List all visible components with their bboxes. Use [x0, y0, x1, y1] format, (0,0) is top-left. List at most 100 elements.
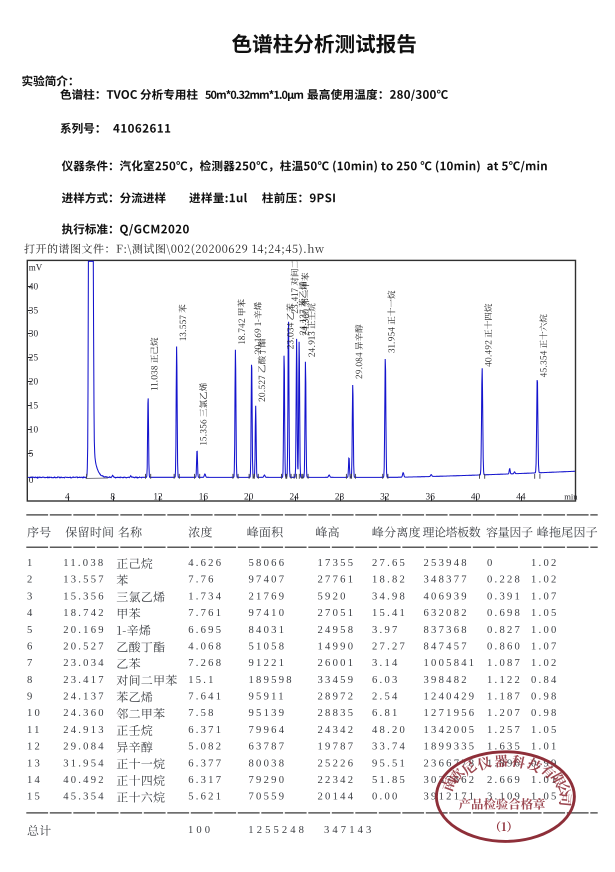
svg-text:3912171: 3912171 [424, 792, 477, 803]
svg-text:1.896: 1.896 [487, 758, 522, 769]
svg-text:0.860: 0.860 [487, 642, 522, 653]
svg-text:4.068: 4.068 [188, 642, 223, 653]
svg-text:0.827: 0.827 [487, 625, 522, 636]
svg-text:20144: 20144 [318, 792, 356, 803]
svg-text:24342: 24342 [318, 725, 356, 736]
svg-text:253948: 253948 [424, 558, 469, 569]
svg-text:4: 4 [27, 608, 35, 619]
svg-text:0.391: 0.391 [487, 591, 522, 602]
svg-text:27761: 27761 [318, 575, 356, 586]
svg-text:22342: 22342 [318, 775, 356, 786]
svg-text:0.00: 0.00 [372, 792, 400, 803]
svg-text:20.527: 20.527 [63, 642, 106, 653]
svg-text:1899335: 1899335 [424, 742, 477, 753]
svg-text:27051: 27051 [318, 608, 356, 619]
svg-text:15: 15 [29, 402, 39, 412]
svg-text:48.20: 48.20 [372, 725, 407, 736]
svg-text:1342005: 1342005 [424, 725, 477, 736]
svg-text:1255248: 1255248 [248, 825, 307, 836]
svg-text:91221: 91221 [249, 658, 287, 669]
svg-text:14990: 14990 [318, 642, 356, 653]
svg-text:15.356: 15.356 [63, 591, 106, 602]
svg-text:32: 32 [380, 493, 390, 503]
svg-text:6.371: 6.371 [188, 725, 223, 736]
svg-text:20: 20 [29, 378, 39, 388]
svg-text:51.85: 51.85 [372, 775, 407, 786]
svg-text:1.635: 1.635 [487, 742, 522, 753]
svg-text:mV: mV [29, 263, 43, 273]
svg-text:1.02: 1.02 [531, 575, 559, 586]
svg-text:3: 3 [27, 591, 35, 602]
svg-text:1.02: 1.02 [531, 658, 559, 669]
svg-text:27.27: 27.27 [372, 642, 407, 653]
svg-text:35: 35 [29, 307, 39, 317]
svg-text:13: 13 [27, 758, 42, 769]
svg-text:51058: 51058 [249, 642, 287, 653]
svg-text:6: 6 [27, 642, 35, 653]
svg-text:0.98: 0.98 [531, 708, 559, 719]
svg-text:31.954: 31.954 [63, 758, 106, 769]
svg-text:min: min [564, 491, 578, 501]
svg-text:7.58: 7.58 [188, 708, 216, 719]
svg-text:95.51: 95.51 [372, 758, 407, 769]
svg-text:97410: 97410 [249, 608, 287, 619]
svg-text:0.698: 0.698 [487, 608, 522, 619]
svg-text:100: 100 [188, 825, 213, 836]
svg-text:16: 16 [199, 493, 209, 503]
svg-text:3.109: 3.109 [487, 792, 522, 803]
svg-text:25226: 25226 [318, 758, 356, 769]
svg-text:1.207: 1.207 [487, 708, 522, 719]
svg-text:40: 40 [471, 493, 481, 503]
svg-text:847457: 847457 [424, 642, 469, 653]
svg-text:189598: 189598 [249, 675, 294, 686]
svg-text:25: 25 [29, 354, 39, 364]
svg-text:14: 14 [27, 775, 42, 786]
svg-text:9: 9 [27, 692, 35, 703]
svg-text:24.360: 24.360 [63, 708, 106, 719]
svg-text:0: 0 [487, 558, 495, 569]
svg-text:3037662: 3037662 [424, 775, 477, 786]
svg-text:63787: 63787 [249, 742, 287, 753]
svg-text:10: 10 [27, 708, 42, 719]
svg-text:33459: 33459 [318, 675, 356, 686]
svg-text:6.81: 6.81 [372, 708, 400, 719]
svg-text:28835: 28835 [318, 708, 356, 719]
svg-text:5: 5 [27, 625, 35, 636]
svg-text:0.99: 0.99 [531, 758, 559, 769]
svg-text:1: 1 [27, 558, 35, 569]
svg-text:0.228: 0.228 [487, 575, 522, 586]
svg-text:29.084: 29.084 [63, 742, 106, 753]
svg-text:15: 15 [27, 792, 42, 803]
svg-text:2.669: 2.669 [487, 775, 522, 786]
svg-text:8: 8 [27, 675, 35, 686]
svg-text:24.137: 24.137 [63, 692, 106, 703]
svg-text:24: 24 [289, 493, 299, 503]
svg-text:1271956: 1271956 [424, 708, 477, 719]
svg-text:18.82: 18.82 [372, 575, 407, 586]
svg-text:1.187: 1.187 [487, 692, 522, 703]
svg-text:3.97: 3.97 [372, 625, 400, 636]
svg-text:84031: 84031 [249, 625, 287, 636]
svg-text:0.98: 0.98 [531, 692, 559, 703]
svg-text:5.621: 5.621 [188, 792, 223, 803]
svg-text:10: 10 [29, 426, 39, 436]
svg-text:24.913: 24.913 [63, 725, 106, 736]
svg-text:19787: 19787 [318, 742, 356, 753]
svg-text:20.169: 20.169 [63, 625, 106, 636]
svg-text:11: 11 [27, 725, 42, 736]
svg-text:2: 2 [27, 575, 35, 586]
svg-text:2.54: 2.54 [372, 692, 400, 703]
svg-text:24958: 24958 [318, 625, 356, 636]
svg-text:36: 36 [426, 493, 436, 503]
svg-text:348377: 348377 [424, 575, 469, 586]
svg-text:18.742: 18.742 [63, 608, 106, 619]
svg-text:1.07: 1.07 [531, 591, 559, 602]
svg-text:13.557: 13.557 [63, 575, 106, 586]
svg-text:95139: 95139 [249, 708, 287, 719]
svg-text:11.038: 11.038 [63, 558, 105, 569]
svg-text:26001: 26001 [318, 658, 356, 669]
svg-text:1005841: 1005841 [424, 658, 477, 669]
svg-text:7.268: 7.268 [188, 658, 223, 669]
svg-text:28972: 28972 [318, 692, 356, 703]
svg-text:95911: 95911 [249, 692, 286, 703]
